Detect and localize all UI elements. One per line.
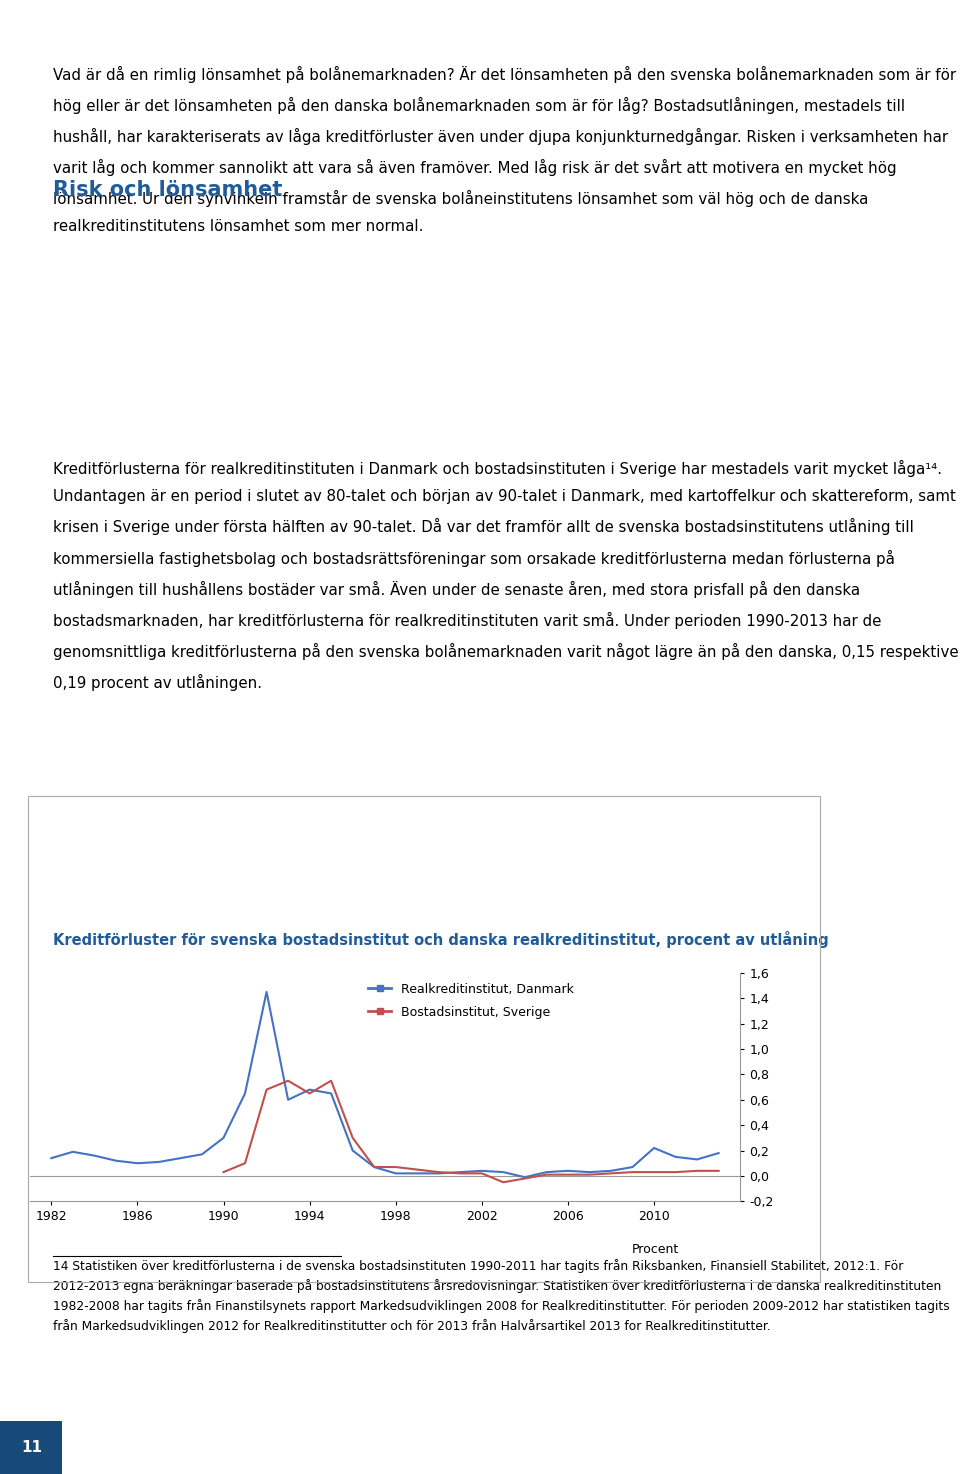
Text: 14 Statistiken över kreditförlusterna i de svenska bostadsinstituten 1990-2011 h: 14 Statistiken över kreditförlusterna i … <box>53 1259 949 1332</box>
Text: 11: 11 <box>21 1440 42 1455</box>
Text: Risk och lönsamhet: Risk och lönsamhet <box>53 180 282 200</box>
Text: Procent: Procent <box>632 1243 679 1256</box>
Text: Kreditförluster för svenska bostadsinstitut och danska realkreditinstitut, proce: Kreditförluster för svenska bostadsinsti… <box>53 932 828 948</box>
Bar <box>0 1421 62 1474</box>
Text: Kreditförlusterna för realkreditinstituten i Danmark och bostadsinstituten i Sve: Kreditförlusterna för realkreditinstitut… <box>53 460 958 691</box>
Text: Vad är då en rimlig lönsamhet på bolånemarknaden? Är det lönsamheten på den sven: Vad är då en rimlig lönsamhet på bolånem… <box>53 66 956 234</box>
Legend: Realkreditinstitut, Danmark, Bostadsinstitut, Sverige: Realkreditinstitut, Danmark, Bostadsinst… <box>365 979 578 1023</box>
Text: LÖNSAMHET PÅ BOLÅNEMARKNADEN I DANMARK OCH SVERIGE  |  POUSETTE EKONOMIANALYS AB: LÖNSAMHET PÅ BOLÅNEMARKNADEN I DANMARK O… <box>244 1442 793 1453</box>
